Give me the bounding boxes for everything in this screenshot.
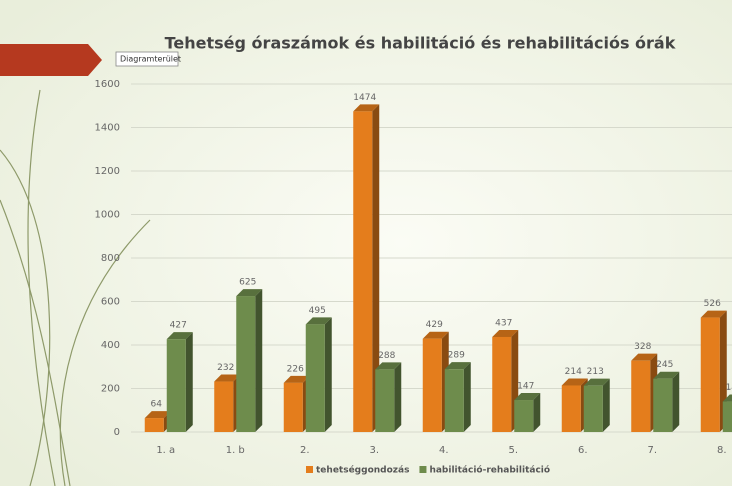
legend-label: habilitáció-rehabilitáció — [429, 465, 550, 476]
bar — [562, 385, 581, 432]
y-tick-label: 1200 — [95, 166, 120, 177]
y-tick-label: 1600 — [95, 79, 120, 90]
bar — [167, 339, 186, 432]
bar — [514, 400, 533, 432]
value-label: 289 — [448, 351, 465, 361]
chart: Diagramterület Tehetség óraszámok és hab… — [0, 0, 732, 486]
value-label: 232 — [217, 363, 234, 373]
x-tick-label: 1. a — [156, 445, 175, 456]
bar — [631, 361, 650, 432]
bar-side — [186, 332, 193, 432]
value-label: 213 — [587, 367, 604, 377]
value-label: 288 — [378, 351, 395, 361]
value-label: 437 — [495, 318, 512, 328]
bar-side — [394, 362, 401, 432]
bar — [584, 386, 603, 432]
bar — [701, 318, 720, 432]
bar — [284, 383, 303, 432]
bar — [353, 111, 372, 432]
x-tick-label: 1. b — [226, 445, 245, 456]
legend-swatch — [306, 466, 313, 473]
accent-arrow — [0, 44, 102, 76]
value-label: 245 — [656, 360, 673, 370]
bar-side — [255, 289, 262, 432]
x-tick-label: 4. — [439, 445, 449, 456]
y-tick-label: 1000 — [95, 210, 120, 221]
bar — [492, 337, 511, 432]
legend-label: tehetséggondozás — [316, 465, 409, 476]
bar-side — [325, 317, 332, 432]
x-tick-label: 7. — [647, 445, 657, 456]
bar — [445, 369, 464, 432]
bar — [214, 382, 233, 432]
x-tick-label: 5. — [508, 445, 518, 456]
value-label: 140 — [726, 383, 732, 393]
y-tick-label: 400 — [101, 340, 120, 351]
y-tick-label: 0 — [114, 427, 120, 438]
value-label: 64 — [151, 400, 163, 410]
bar-side — [603, 379, 610, 432]
x-tick-label: 8. — [717, 445, 727, 456]
x-tick-label: 2. — [300, 445, 310, 456]
y-tick-label: 1400 — [95, 123, 120, 134]
y-tick-label: 600 — [101, 297, 120, 308]
bar — [723, 402, 732, 432]
value-label: 1474 — [353, 93, 376, 103]
y-tick-label: 800 — [101, 253, 120, 264]
x-tick-label: 6. — [578, 445, 588, 456]
bar — [236, 296, 255, 432]
chart-title: Tehetség óraszámok és habilitáció és reh… — [165, 34, 676, 53]
y-tick-label: 200 — [101, 384, 120, 395]
bar — [653, 379, 672, 432]
value-label: 427 — [170, 321, 187, 331]
value-label: 328 — [634, 342, 651, 352]
value-label: 625 — [239, 278, 256, 288]
value-label: 526 — [704, 299, 721, 309]
legend-swatch — [419, 466, 426, 473]
bar-side — [464, 362, 471, 432]
value-label: 147 — [517, 382, 534, 392]
value-label: 429 — [426, 320, 443, 330]
bar — [306, 324, 325, 432]
bar — [145, 418, 164, 432]
bar — [375, 369, 394, 432]
value-label: 214 — [565, 367, 582, 377]
x-tick-label: 3. — [369, 445, 379, 456]
value-label: 226 — [287, 364, 304, 374]
value-label: 495 — [309, 306, 326, 316]
tooltip: Diagramterület — [120, 55, 181, 64]
bar-side — [672, 372, 679, 432]
bar — [423, 339, 442, 432]
